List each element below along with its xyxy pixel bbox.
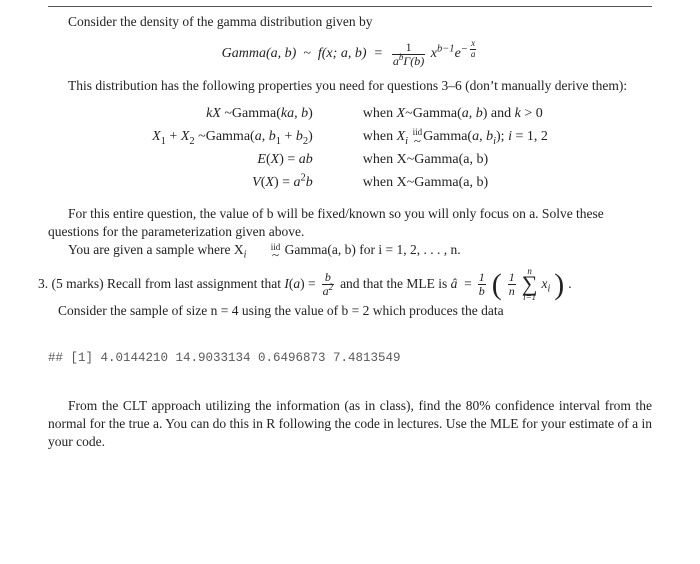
- sigma-icon: n ∑ i=1: [522, 268, 538, 302]
- gamma-density-equation: Gamma(a, b) ~ f(x; a, b) = 1 abΓ(b) xb−1…: [48, 39, 652, 67]
- open-paren-icon: (: [492, 270, 502, 300]
- q3-frac-1n: 1 n: [508, 271, 516, 297]
- prop-3-left: E(X) = ab: [152, 151, 313, 170]
- document-page: Consider the density of the gamma distri…: [0, 0, 700, 461]
- top-rule: [48, 6, 652, 7]
- prop-1-left: kX ~Gamma(ka, b): [152, 105, 313, 124]
- intro-properties-text: This distribution has the following prop…: [48, 77, 652, 95]
- q3-frac3-den: n: [508, 284, 516, 298]
- q3-frac2-den: b: [478, 284, 486, 298]
- iid-symbol: iid~: [251, 244, 281, 259]
- r-output-line: ## [1] 4.0144210 14.9033134 0.6496873 7.…: [48, 351, 401, 365]
- r-output-block: ## [1] 4.0144210 14.9033134 0.6496873 7.…: [48, 334, 652, 383]
- q3-frac1-den: a2: [322, 284, 335, 298]
- eq-frac-den: abΓ(b): [392, 54, 425, 68]
- q3-period: .: [568, 275, 571, 293]
- eq-fraction: 1 abΓ(b): [392, 41, 425, 67]
- question-3-line1: 3. (5 marks) Recall from last assignment…: [38, 268, 652, 302]
- sample-sub-i: i: [244, 250, 247, 261]
- eq-rhs: xb−1e−xa: [431, 46, 479, 61]
- properties-left-column: kX ~Gamma(ka, b) X1 + X2 ~Gamma(a, b1 + …: [152, 105, 313, 193]
- close-paren-icon: ): [554, 270, 564, 300]
- prop-2-right: when Xi iid~Gamma(a, bi); i = 1, 2: [363, 128, 548, 147]
- prop-3-right: when X~Gamma(a, b): [363, 151, 548, 170]
- prop-4-right: when X~Gamma(a, b): [363, 174, 548, 193]
- para-fixed-b: For this entire question, the value of b…: [48, 205, 652, 241]
- question-3-line2: Consider the sample of size n = 4 using …: [58, 302, 652, 320]
- properties-right-column: when X~Gamma(a, b) and k > 0 when Xi iid…: [363, 105, 548, 193]
- q3-frac-1b: 1 b: [478, 271, 486, 297]
- prop-1-right: when X~Gamma(a, b) and k > 0: [363, 105, 548, 124]
- q3-xi: xi: [541, 275, 550, 293]
- sample-text-a: You are given a sample where X: [68, 242, 244, 257]
- prop-2-left: X1 + X2 ~Gamma(a, b1 + b2): [152, 128, 313, 147]
- para-sample: You are given a sample where Xi iid~ Gam…: [48, 241, 652, 259]
- sigma-bot: i=1: [523, 294, 536, 302]
- intro-lead: Consider the density of the gamma distri…: [48, 13, 652, 31]
- eq-lhs: Gamma(a, b) ~ f(x; a, b) =: [222, 46, 387, 61]
- sample-text-b: Gamma(a, b) for i = 1, 2, . . . , n.: [285, 242, 461, 257]
- iid-symbol: iid~: [413, 129, 423, 144]
- q3-frac-info: b a2: [322, 271, 335, 297]
- prop-4-left: V(X) = a2b: [152, 174, 313, 193]
- final-paragraph: From the CLT approach utilizing the info…: [48, 397, 652, 452]
- properties-list: kX ~Gamma(ka, b) X1 + X2 ~Gamma(a, b1 + …: [48, 105, 652, 193]
- q3-frac3-num: 1: [509, 271, 515, 284]
- q3-frac2-num: 1: [479, 271, 485, 284]
- eq-frac-num: 1: [406, 41, 412, 54]
- q3-mid: and that the MLE is â =: [340, 275, 472, 293]
- q3-prefix: 3. (5 marks) Recall from last assignment…: [38, 275, 316, 293]
